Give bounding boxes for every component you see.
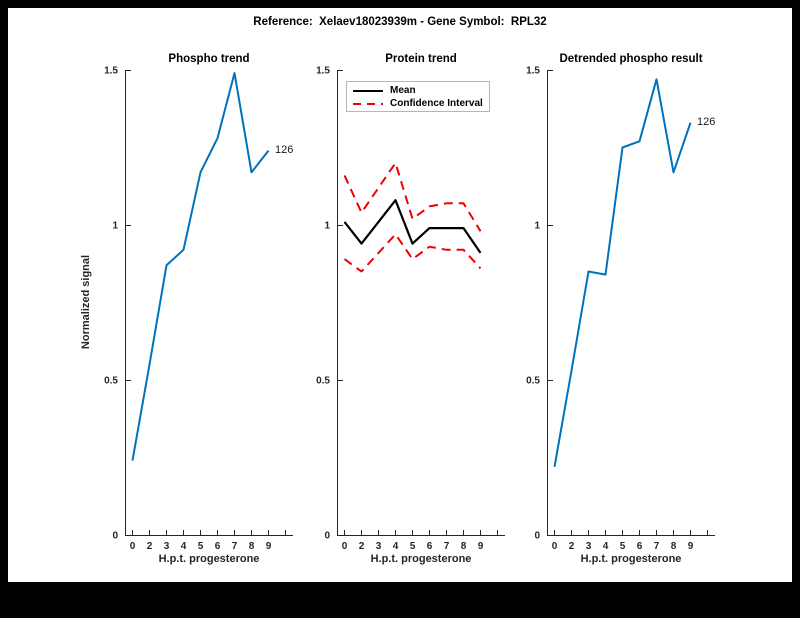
legend-entry-confidence-interval: Confidence Interval [353,97,483,110]
y-tick-label: 0 [324,531,330,542]
series-line-mean [343,199,482,254]
y-tick-label: 1.5 [526,66,540,77]
y-tick-label: 0 [112,531,118,542]
x-tick-label: 3 [586,541,592,552]
series-endpoint-label-3: 126 [697,116,716,128]
x-tick-label: 4 [603,541,609,552]
y-tick-label: 1 [534,221,540,232]
x-tick-label: 5 [410,541,416,552]
series-endpoint-label-1: 126 [275,144,294,156]
x-tick-label: 2 [569,541,575,552]
x-tick-label: 2 [359,541,365,552]
x-tick-label: 0 [552,541,558,552]
x-tick-label: 6 [215,541,221,552]
matlab-figure-canvas: Reference: Xelaev18023939m - Gene Symbol… [8,8,792,582]
series-line-confidence-interval-lower [343,233,482,273]
subplot-title-phospho-trend: Phospho trend [168,53,250,65]
x-tick-label: 7 [444,541,450,552]
x-tick-label: 6 [427,541,433,552]
subplot-title-detrended-phospho: Detrended phospho result [559,53,703,65]
mean-line-swatch-icon [353,89,383,92]
y-tick-label: 1.5 [104,66,118,77]
legend-entry-mean: Mean [353,84,483,97]
x-tick-label: 8 [671,541,677,552]
y-tick-label: 0.5 [526,376,540,387]
x-tick-label: 9 [266,541,272,552]
series-line-phospho-signal [131,72,270,461]
x-tick-label: 4 [393,541,399,552]
y-tick-label: 1 [112,221,118,232]
y-axis-label: Normalized signal [80,254,92,350]
y-tick-label: 0 [534,531,540,542]
subplot-title-protein-trend: Protein trend [385,53,457,65]
x-tick-label: 5 [620,541,626,552]
y-tick-label: 0.5 [316,376,330,387]
x-axis-label-2: H.p.t. progesterone [370,553,472,565]
y-tick-label: 1.5 [316,66,330,77]
x-tick-label: 7 [232,541,238,552]
plot-canvas: 0 2 3 4 5 6 7 8 900.511.50 2 3 4 5 6 7 8 900.511.50 2 3 4 5 6… [104,66,715,552]
legend-label-confidence-interval: Confidence Interval [390,98,483,109]
x-tick-label: 7 [654,541,660,552]
x-tick-label: 8 [249,541,255,552]
x-tick-label: 9 [688,541,694,552]
x-tick-label: 3 [376,541,382,552]
x-tick-label: 9 [478,541,484,552]
y-tick-label: 0.5 [104,376,118,387]
confidence-interval-line-swatch-icon [353,102,383,105]
legend-box: Mean Confidence Interval [346,81,490,112]
series-line-confidence-interval-upper [343,162,482,232]
x-axis-label-1: H.p.t. progesterone [158,553,260,565]
x-tick-label: 5 [198,541,204,552]
x-axis-label-3: H.p.t. progesterone [580,553,682,565]
x-tick-label: 8 [461,541,467,552]
x-tick-label: 3 [164,541,170,552]
x-tick-label: 0 [130,541,136,552]
x-tick-label: 4 [181,541,187,552]
legend-label-mean: Mean [390,85,416,96]
y-tick-label: 1 [324,221,330,232]
series-line-detrended-phospho-signal [553,78,692,467]
x-tick-label: 0 [342,541,348,552]
x-tick-label: 2 [147,541,153,552]
figure-title: Reference: Xelaev18023939m - Gene Symbol… [253,16,547,28]
x-tick-label: 6 [637,541,643,552]
